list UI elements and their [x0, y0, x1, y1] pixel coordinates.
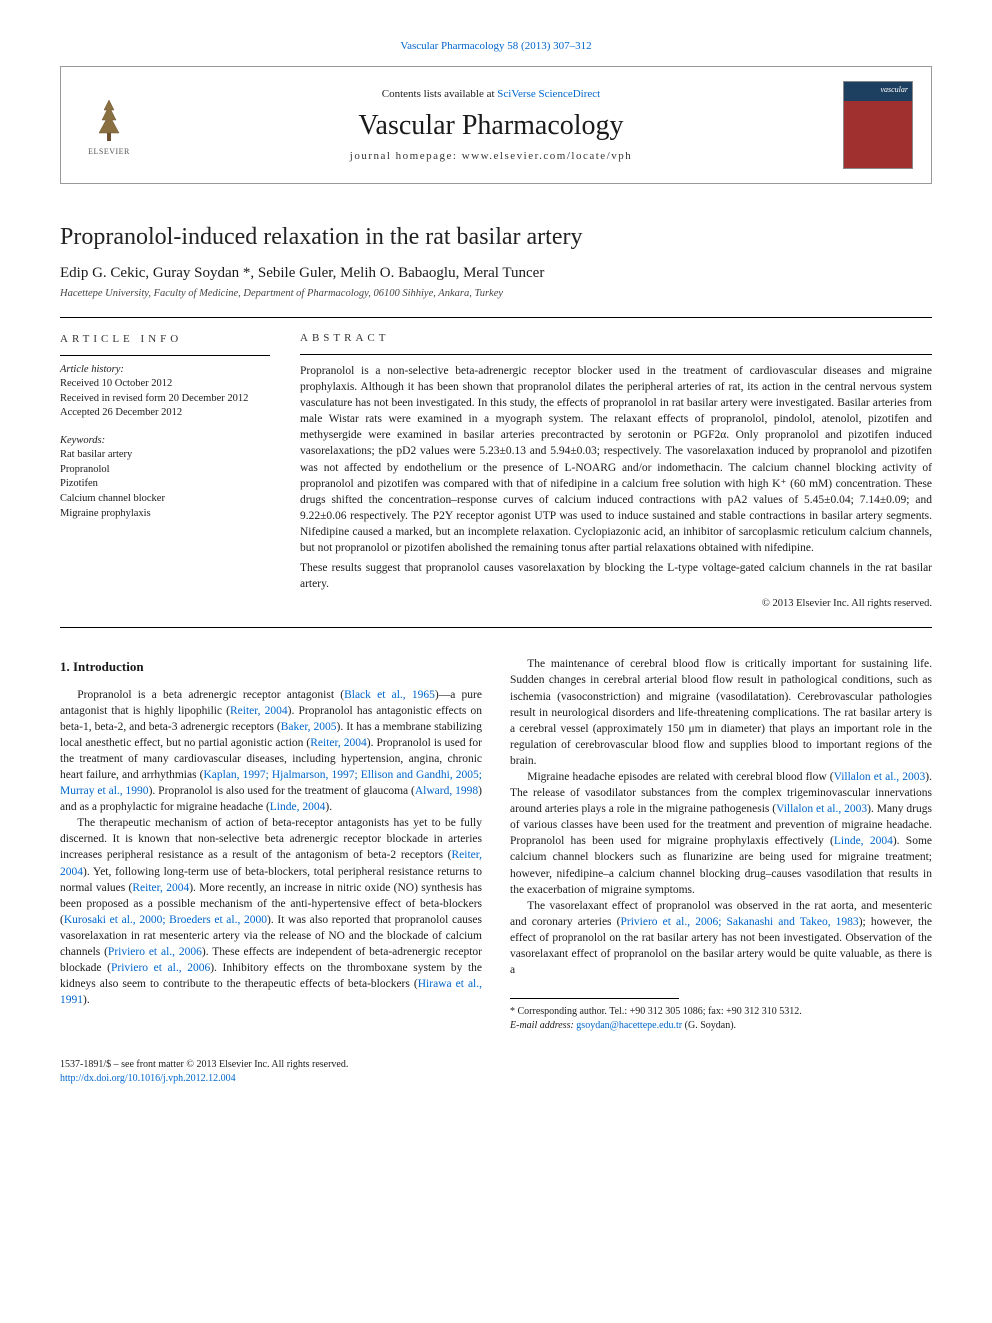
introduction-heading: 1. Introduction: [60, 658, 482, 676]
page-footer: 1537-1891/$ – see front matter © 2013 El…: [60, 1058, 932, 1085]
citation-link[interactable]: Kurosaki et al., 2000; Broeders et al., …: [64, 914, 267, 926]
citation-link[interactable]: Linde, 2004: [834, 835, 893, 847]
author-list: Edip G. Cekic, Guray Soydan *, Sebile Gu…: [60, 265, 932, 282]
citation-link[interactable]: Linde, 2004: [270, 801, 326, 813]
citation-link[interactable]: Priviero et al., 2006; Sakanashi and Tak…: [620, 916, 858, 928]
doi-link[interactable]: http://dx.doi.org/10.1016/j.vph.2012.12.…: [60, 1073, 236, 1084]
email-link[interactable]: gsoydan@hacettepe.edu.tr: [576, 1020, 682, 1031]
citation-link[interactable]: Priviero et al., 2006: [111, 962, 210, 974]
citation-link[interactable]: Villalon et al., 2003: [834, 771, 926, 783]
issn-line: 1537-1891/$ – see front matter © 2013 El…: [60, 1058, 932, 1072]
body-paragraph: The maintenance of cerebral blood flow i…: [510, 656, 932, 769]
journal-cover-thumbnail: [843, 81, 913, 169]
citation-link[interactable]: Reiter, 2004: [310, 737, 367, 749]
body-paragraph: The therapeutic mechanism of action of b…: [60, 815, 482, 1008]
journal-citation-link[interactable]: Vascular Pharmacology 58 (2013) 307–312: [400, 40, 591, 52]
article-info-sidebar: ARTICLE INFO Article history: Received 1…: [60, 332, 270, 609]
citation-link[interactable]: Baker, 2005: [281, 721, 337, 733]
history-line: Received in revised form 20 December 201…: [60, 392, 270, 407]
sciencedirect-link[interactable]: SciVerse ScienceDirect: [497, 88, 600, 100]
abstract-paragraph: These results suggest that propranolol c…: [300, 560, 932, 592]
keyword: Propranolol: [60, 463, 270, 478]
citation-link[interactable]: Villalon et al., 2003: [776, 803, 867, 815]
body-paragraph: Propranolol is a beta adrenergic recepto…: [60, 687, 482, 816]
article-title: Propranolol-induced relaxation in the ra…: [60, 224, 932, 251]
abstract-column: ABSTRACT Propranolol is a non-selective …: [300, 332, 932, 609]
history-line: Accepted 26 December 2012: [60, 406, 270, 421]
history-label: Article history:: [60, 364, 270, 375]
article-info-label: ARTICLE INFO: [60, 333, 270, 356]
body-text: 1. Introduction Propranolol is a beta ad…: [60, 656, 932, 1032]
section-divider: [60, 627, 932, 628]
keyword: Calcium channel blocker: [60, 492, 270, 507]
corresponding-author-footnote: * Corresponding author. Tel.: +90 312 30…: [510, 1005, 932, 1032]
citation-link[interactable]: Priviero et al., 2006: [108, 946, 202, 958]
abstract-text: Propranolol is a non-selective beta-adre…: [300, 363, 932, 592]
contents-line: Contents lists available at SciVerse Sci…: [139, 88, 843, 100]
elsevier-logo: ELSEVIER: [79, 90, 139, 160]
journal-citation-top: Vascular Pharmacology 58 (2013) 307–312: [60, 40, 932, 52]
elsevier-tree-icon: [84, 95, 134, 145]
citation-link[interactable]: Reiter, 2004: [132, 882, 189, 894]
journal-header: ELSEVIER Contents lists available at Sci…: [60, 66, 932, 184]
affiliation: Hacettepe University, Faculty of Medicin…: [60, 288, 932, 299]
keyword: Rat basilar artery: [60, 448, 270, 463]
abstract-paragraph: Propranolol is a non-selective beta-adre…: [300, 363, 932, 556]
keywords-label: Keywords:: [60, 435, 270, 446]
keyword: Pizotifen: [60, 477, 270, 492]
body-paragraph: The vasorelaxant effect of propranolol w…: [510, 898, 932, 978]
journal-homepage: journal homepage: www.elsevier.com/locat…: [139, 150, 843, 162]
body-paragraph: Migraine headache episodes are related w…: [510, 769, 932, 898]
header-center: Contents lists available at SciVerse Sci…: [139, 88, 843, 162]
keyword: Migraine prophylaxis: [60, 507, 270, 522]
journal-name: Vascular Pharmacology: [139, 110, 843, 142]
publisher-name: ELSEVIER: [88, 147, 130, 156]
footnote-rule: [510, 998, 679, 999]
abstract-label: ABSTRACT: [300, 332, 932, 355]
citation-link[interactable]: Black et al., 1965: [344, 689, 435, 701]
abstract-copyright: © 2013 Elsevier Inc. All rights reserved…: [300, 598, 932, 609]
history-line: Received 10 October 2012: [60, 377, 270, 392]
citation-link[interactable]: Alward, 1998: [415, 785, 478, 797]
citation-link[interactable]: Reiter, 2004: [230, 705, 288, 717]
